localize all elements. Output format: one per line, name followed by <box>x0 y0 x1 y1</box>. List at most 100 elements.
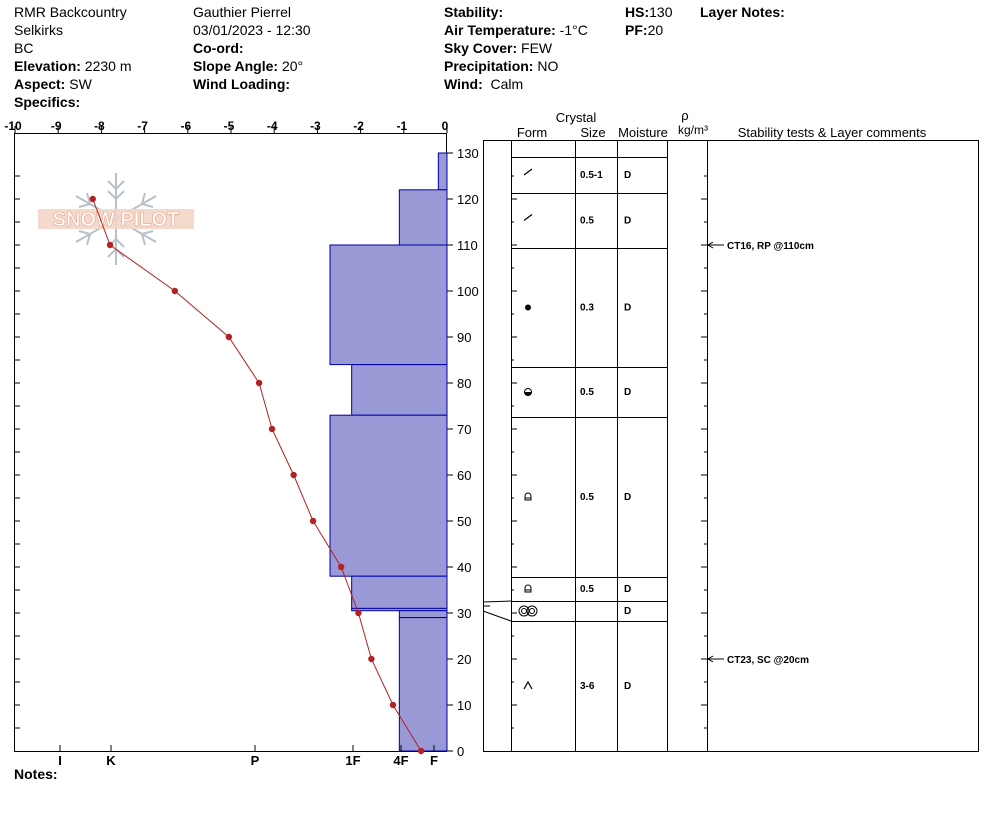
aspect-label: Aspect: <box>14 76 66 92</box>
sky-value: FEW <box>521 40 553 56</box>
temp-tick-label: -4 <box>267 119 278 133</box>
crystal-size: 3-6 <box>580 681 595 692</box>
moisture-value: D <box>624 681 631 692</box>
moisture-value: D <box>624 492 631 503</box>
depth-hoar-icon <box>523 680 533 690</box>
pf-label: PF: <box>625 22 648 38</box>
temp-point <box>355 609 362 617</box>
height-tick-label: 30 <box>457 606 471 621</box>
height-tick-label: 80 <box>457 376 471 391</box>
test-label: CT16, RP @110cm <box>727 241 814 252</box>
elevation-row: Elevation: 2230 m <box>14 57 132 75</box>
hardness-label: F <box>430 753 438 768</box>
hardness-bar <box>329 414 448 577</box>
mixed-form-fill <box>524 392 532 396</box>
pf-row: PF:20 <box>625 21 663 39</box>
hs-label: HS: <box>625 4 650 20</box>
hardness-label: I <box>58 753 62 768</box>
temp-point <box>106 241 114 249</box>
hardness-bars <box>329 152 448 752</box>
temp-tick-label: 0 <box>442 119 449 133</box>
temp-tick-label: -6 <box>180 119 191 133</box>
hardness-bar <box>329 244 448 366</box>
hardness-bar <box>351 364 448 416</box>
moisture-value: D <box>624 303 631 314</box>
slope-label: Slope Angle: <box>193 58 279 74</box>
hardness-label: 4F <box>393 753 408 768</box>
temp-tick-label: -7 <box>137 119 148 133</box>
height-axis: 0 10 20 30 40 50 60 70 80 90 100 110 120 130 <box>447 146 479 759</box>
height-tick-label: 10 <box>457 698 471 713</box>
pf-value: 20 <box>647 22 664 38</box>
table-height-ticks <box>511 175 707 729</box>
crystal-size: 0.3 <box>580 303 594 314</box>
hardness-bar <box>437 152 448 191</box>
moisture-value: D <box>624 387 631 398</box>
temp-point <box>290 471 297 479</box>
height-tick-label: 120 <box>457 192 479 207</box>
test-arrow-head <box>707 655 714 663</box>
melt-freeze-icon-inner <box>529 608 535 614</box>
notes-label: Notes: <box>14 766 58 782</box>
hardness-label: 1F <box>345 753 360 768</box>
hardness-label: P <box>251 753 260 768</box>
temp-point <box>389 701 397 709</box>
range-name: Selkirks <box>14 22 64 38</box>
layer-rows: 0.5-1 D0.5 D0.3 D0.5 D0.5 D0.5 DD3-6 D <box>482 157 667 692</box>
hs-value: 130 <box>649 4 673 20</box>
faceted-rounding-icon <box>524 492 532 501</box>
rounded-grain-icon <box>525 304 531 311</box>
logo-text: SNOW PILOT <box>53 209 180 231</box>
coord-label: Co-ord: <box>193 40 244 56</box>
crystal-size: 0.5 <box>580 584 594 595</box>
height-tick-label: 110 <box>457 238 478 253</box>
melt-freeze-icon <box>526 605 538 617</box>
height-tick-label: 20 <box>457 652 471 667</box>
temp-point <box>417 747 425 755</box>
height-tick-label: 60 <box>457 468 471 483</box>
height-tick-label: 0 <box>457 744 464 759</box>
temp-tick-label: -1 <box>396 119 407 133</box>
test-label: CT23, SC @20cm <box>727 655 809 666</box>
decomposing-icon <box>523 214 533 221</box>
height-tick-label: 50 <box>457 514 471 529</box>
temp-point <box>309 517 317 525</box>
faceted-rounding-icon <box>524 584 532 593</box>
col-size: Size <box>580 125 605 140</box>
layer-table-border <box>483 140 979 752</box>
crystal-size: 0.5-1 <box>580 170 603 181</box>
air-temp-label: Air Temperature: <box>444 22 556 38</box>
aspect-row: Aspect: SW <box>14 75 92 93</box>
hardness-bar <box>398 617 448 752</box>
elevation-label: Elevation: <box>14 58 81 74</box>
wind-label: Wind: <box>444 76 483 92</box>
layer-notes-label: Layer Notes: <box>700 4 785 20</box>
hardness-bar <box>398 189 448 246</box>
precip-row: Precipitation: NO <box>444 57 558 75</box>
col-density-unit: kg/m³ <box>678 123 708 137</box>
moisture-value: D <box>624 170 631 181</box>
temp-tick-label: -9 <box>51 119 62 133</box>
slope-value: 20° <box>281 58 304 74</box>
temp-point <box>171 287 179 295</box>
temp-tick-label: -10 <box>4 119 22 133</box>
temp-point <box>225 333 233 341</box>
sky-row: Sky Cover: FEW <box>444 39 552 57</box>
col-crystal: Crystal <box>556 110 597 125</box>
observer-name: Gauthier Pierrel <box>193 4 292 20</box>
height-tick-label: 100 <box>457 284 479 299</box>
logo-banner <box>38 209 194 229</box>
stability-label: Stability: <box>444 4 504 20</box>
precip-label: Precipitation: <box>444 58 534 74</box>
temp-tick-label: -8 <box>94 119 105 133</box>
hardness-label: K <box>106 753 116 768</box>
hs-row: HS:130 <box>625 3 672 21</box>
elevation-value: 2230 m <box>84 58 132 74</box>
temp-tick-label: -3 <box>310 119 321 133</box>
aspect-value: SW <box>69 76 92 92</box>
temperature-profile <box>89 195 425 755</box>
specifics-label: Specifics: <box>14 94 81 110</box>
wind-value: Calm <box>490 76 524 92</box>
height-tick-label: 70 <box>457 422 471 437</box>
